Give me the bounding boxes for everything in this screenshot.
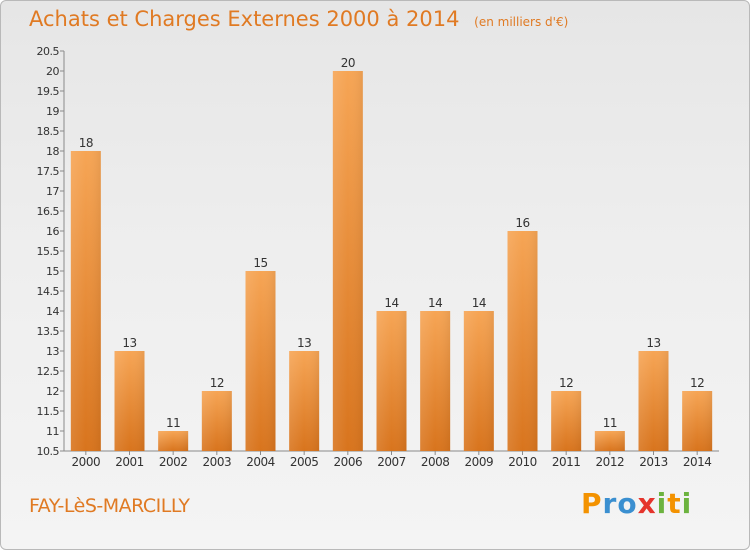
bar-value-label: 12 [559,376,573,390]
x-tick-label: 2012 [596,455,625,469]
x-tick-label: 2000 [72,455,101,469]
bar-shine-2011 [551,391,582,451]
bar-shine-2009 [463,311,494,451]
bar-series: 18 13 11 12 15 13 20 14 14 14 16 12 11 13 12 [70,56,713,451]
y-tick-label: 11 [46,425,59,438]
bar-value-label: 14 [384,296,398,310]
bar-value-label: 13 [122,336,136,350]
bar-shine-2006 [332,71,363,451]
bar-value-label: 11 [166,416,180,430]
x-tick-label: 2003 [203,455,232,469]
bar-shine-2013 [638,351,669,451]
x-tick-label: 2005 [290,455,319,469]
x-tick-label: 2006 [334,455,363,469]
y-tick-label: 20.5 [37,45,60,58]
y-tick-label: 19 [46,105,59,118]
bar-value-label: 14 [428,296,442,310]
bar-value-label: 11 [603,416,617,430]
y-tick-label: 16.5 [37,205,60,218]
x-tick-label: 2004 [246,455,275,469]
y-tick-label: 19.5 [37,85,60,98]
x-tick-label: 2007 [377,455,406,469]
bar-value-label: 18 [79,136,93,150]
bar-value-label: 14 [472,296,486,310]
y-tick-label: 12.5 [37,365,60,378]
proxiti-logo: Proxiti [581,487,692,520]
bar-shine-2000 [70,151,101,451]
bar-value-label: 20 [341,56,355,70]
bar-value-label: 16 [515,216,529,230]
bar-value-label: 13 [646,336,660,350]
bar-value-label: 13 [297,336,311,350]
proxiti-logo-letter: i [656,487,668,520]
x-tick-label: 2009 [465,455,494,469]
x-tick-label: 2001 [115,455,144,469]
bar-shine-2004 [245,271,276,451]
y-axis: 10.5 11 11.5 12 12.5 13 13.5 14 14.5 15 15.5 16 16.5… [37,45,65,458]
location-name: FAY-LèS-MARCILLY [29,495,190,517]
bar-shine-2005 [289,351,320,451]
bar-shine-2002 [158,431,189,451]
x-axis: 2000 2001 2002 2003 2004 2005 2006 2007 2008 2009… [64,450,719,469]
bar-value-label: 12 [210,376,224,390]
y-tick-label: 16 [46,225,59,238]
proxiti-logo-letter: t [667,487,682,520]
x-tick-label: 2013 [639,455,668,469]
chart-title-text: Achats et Charges Externes 2000 à 2014 [29,7,460,31]
bar-shine-2007 [376,311,407,451]
y-tick-label: 12 [46,385,59,398]
bar-shine-2014 [682,391,713,451]
y-tick-label: 13.5 [37,325,60,338]
y-tick-label: 10.5 [37,445,60,458]
bar-value-label: 15 [253,256,267,270]
bar-value-label: 12 [690,376,704,390]
y-tick-label: 14.5 [37,285,60,298]
proxiti-logo-letter: r [602,487,618,520]
y-tick-label: 20 [46,65,59,78]
x-tick-label: 2002 [159,455,188,469]
proxiti-logo-letter: x [637,487,657,520]
y-tick-label: 15.5 [37,245,60,258]
chart-title: Achats et Charges Externes 2000 à 2014 (… [29,7,568,31]
bar-shine-2010 [507,231,538,451]
y-tick-label: 13 [46,345,59,358]
bar-shine-2012 [594,431,625,451]
bar-shine-2003 [201,391,232,451]
y-tick-label: 18 [46,145,59,158]
x-tick-label: 2008 [421,455,450,469]
bar-shine-2008 [420,311,451,451]
x-tick-label: 2010 [508,455,537,469]
y-tick-label: 15 [46,265,59,278]
x-tick-label: 2011 [552,455,581,469]
proxiti-logo-letter: i [681,487,693,520]
proxiti-logo-letter: P [581,487,603,520]
y-tick-label: 17 [46,185,59,198]
y-tick-label: 17.5 [37,165,60,178]
bar-shine-2001 [114,351,145,451]
proxiti-logo-letter: o [617,487,638,520]
y-tick-label: 14 [46,305,59,318]
chart-unit-label: (en milliers d'€) [474,15,569,29]
y-tick-label: 18.5 [37,125,60,138]
y-tick-label: 11.5 [37,405,60,418]
x-tick-label: 2014 [683,455,712,469]
